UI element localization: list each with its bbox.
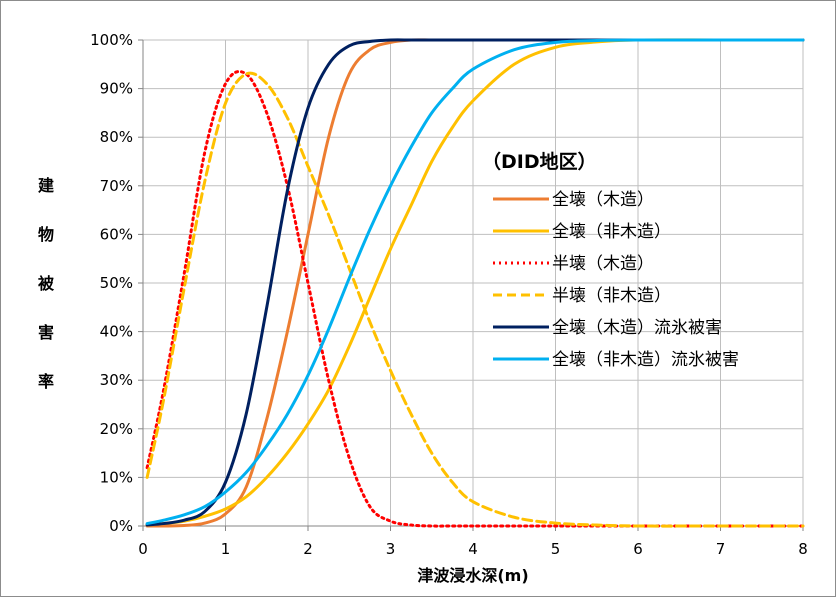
series-line-2 bbox=[145, 38, 805, 527]
x-tick-label: 2 bbox=[303, 540, 313, 558]
legend-label-2: 全壊（非木造） bbox=[552, 222, 671, 242]
y-tick-label: 10% bbox=[100, 468, 133, 486]
y-axis-title-char: 物 bbox=[38, 225, 54, 244]
x-tick-labels: 0 1 2 3 4 5 6 7 8 bbox=[138, 540, 808, 558]
y-tick-label: 50% bbox=[100, 274, 133, 292]
y-tick-label: 30% bbox=[100, 371, 133, 389]
x-tick-label: 4 bbox=[468, 540, 478, 558]
series-lines bbox=[145, 38, 805, 528]
y-tick-label: 70% bbox=[100, 177, 133, 195]
x-tick-label: 7 bbox=[716, 540, 726, 558]
y-tick-label: 0% bbox=[109, 517, 133, 535]
y-tick-label: 60% bbox=[100, 225, 133, 243]
series-line-6 bbox=[145, 38, 805, 526]
y-tick-label: 100% bbox=[90, 31, 133, 49]
x-tick-label: 6 bbox=[633, 540, 643, 558]
legend-label-6: 全壊（非木造）流氷被害 bbox=[552, 350, 739, 370]
series-line-3 bbox=[145, 70, 805, 528]
y-tick-label: 90% bbox=[100, 80, 133, 98]
y-tick-label: 20% bbox=[100, 420, 133, 438]
x-axis-title: 津波浸水深(m) bbox=[417, 566, 528, 585]
legend-label-5: 全壊（木造）流氷被害 bbox=[552, 318, 722, 338]
y-axis-title-char: 被 bbox=[38, 274, 55, 293]
legend-title: （DID地区） bbox=[482, 150, 597, 173]
y-axis-title-char: 建 bbox=[38, 176, 54, 195]
axes bbox=[138, 39, 804, 531]
legend: （DID地区） 全壊（木造）全壊（非木造）半壊（木造）半壊（非木造）全壊（木造）… bbox=[482, 150, 739, 370]
series-line-4 bbox=[145, 71, 805, 528]
y-tick-label: 80% bbox=[100, 128, 133, 146]
x-tick-label: 5 bbox=[551, 540, 561, 558]
gridlines bbox=[142, 39, 804, 527]
y-axis-title-char: 害 bbox=[38, 323, 54, 342]
x-tick-label: 1 bbox=[221, 540, 231, 558]
series-line-5 bbox=[145, 38, 805, 527]
legend-label-3: 半壊（木造） bbox=[552, 254, 654, 274]
legend-label-1: 全壊（木造） bbox=[552, 190, 654, 210]
x-tick-label: 3 bbox=[386, 540, 396, 558]
y-tick-labels: 0% 10% 20% 30% 40% 50% 60% 70% 80% 90% 100% bbox=[90, 31, 133, 535]
y-tick-label: 40% bbox=[100, 323, 133, 341]
legend-items: 全壊（木造） 全壊（非木造） 半壊（木造） 半壊（非木造） 全壊（木造）流氷被害全壊（非… bbox=[493, 190, 739, 370]
y-axis-title-char: 率 bbox=[38, 372, 54, 391]
legend-label-4: 半壊（非木造） bbox=[552, 286, 671, 306]
x-tick-label: 0 bbox=[138, 540, 148, 558]
x-tick-label: 8 bbox=[798, 540, 808, 558]
